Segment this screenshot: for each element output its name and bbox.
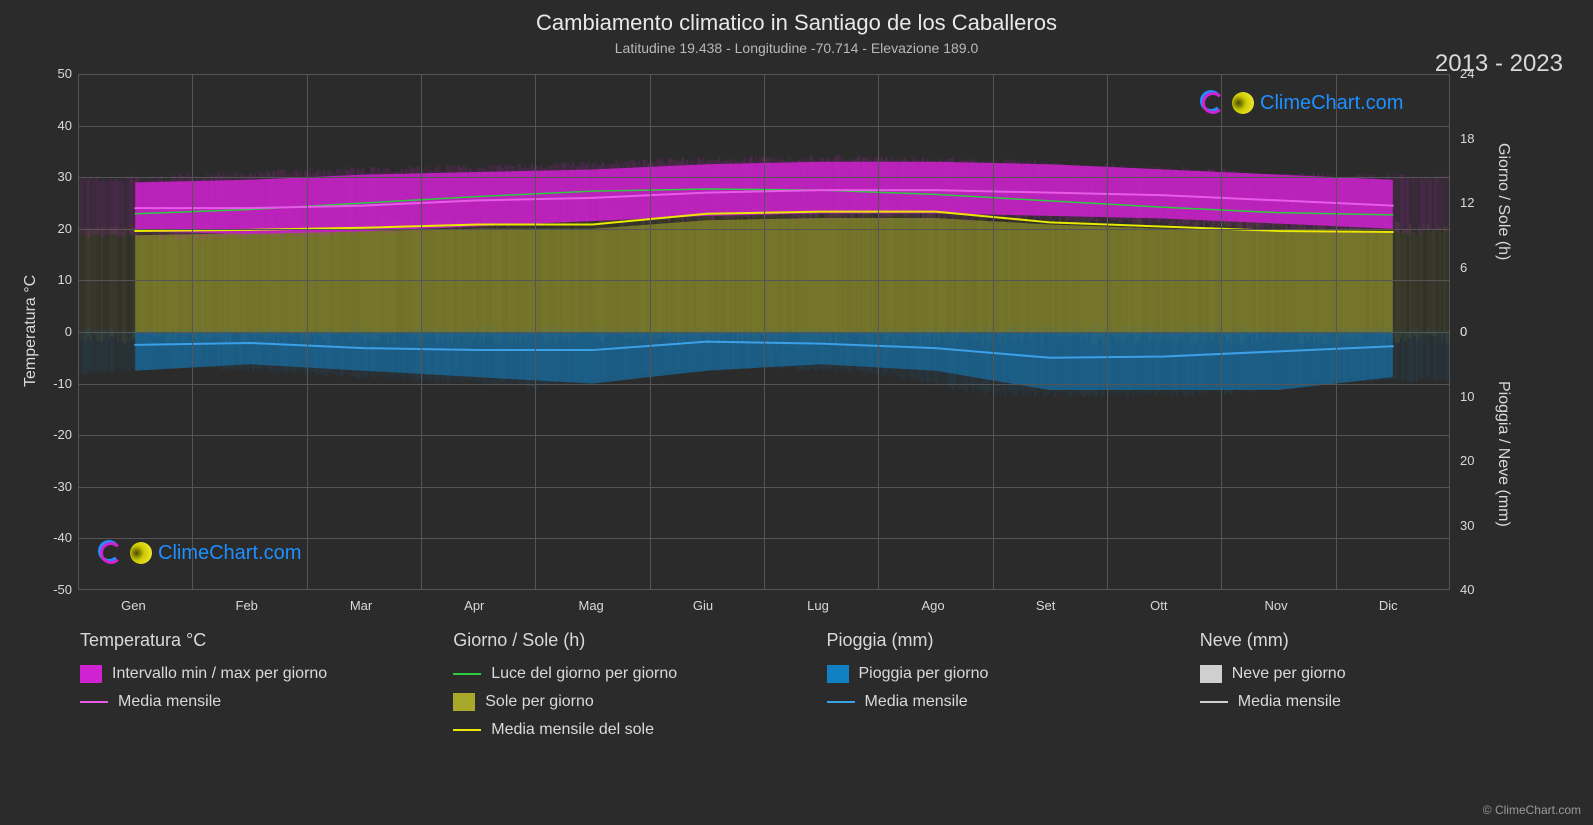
logo-text: ClimeChart.com <box>1260 92 1403 115</box>
x-month-label: Dic <box>1379 598 1398 613</box>
legend-item: Neve per giorno <box>1200 665 1553 683</box>
y-axis-right-bottom-label: Pioggia / Neve (mm) <box>1494 381 1512 527</box>
legend-label: Media mensile del sole <box>491 721 654 739</box>
y-axis-right-top-label: Giorno / Sole (h) <box>1494 143 1512 260</box>
y-right-bottom-tick: 0 <box>1460 324 1467 339</box>
legend-column: Giorno / Sole (h) Luce del giorno per gio… <box>453 630 806 749</box>
plot-area <box>78 74 1450 590</box>
legend-item: Media mensile <box>827 693 1180 711</box>
x-month-label: Mag <box>579 598 604 613</box>
y-right-bottom-tick: 10 <box>1460 389 1474 404</box>
chart-subtitle: Latitudine 19.438 - Longitudine -70.714 … <box>0 40 1593 56</box>
logo-sun-icon <box>130 542 152 564</box>
logo-sun-icon <box>1232 92 1254 114</box>
legend-label: Media mensile <box>865 693 968 711</box>
legend-line-swatch <box>80 701 108 703</box>
legend-line-swatch <box>827 701 855 703</box>
y-left-tick: 30 <box>58 169 72 184</box>
legend-item: Luce del giorno per giorno <box>453 665 806 683</box>
legend-box-swatch <box>827 665 849 683</box>
x-month-label: Gen <box>121 598 146 613</box>
legend-line-swatch <box>1200 701 1228 703</box>
legend-box-swatch <box>80 665 102 683</box>
legend-label: Sole per giorno <box>485 693 594 711</box>
y-right-top-tick: 18 <box>1460 131 1474 146</box>
y-left-tick: -40 <box>53 530 72 545</box>
legend-label: Neve per giorno <box>1232 665 1346 683</box>
legend-item: Intervallo min / max per giorno <box>80 665 433 683</box>
y-right-bottom-tick: 30 <box>1460 518 1474 533</box>
y-left-tick: -20 <box>53 427 72 442</box>
x-month-label: Mar <box>350 598 372 613</box>
logo-c-icon <box>1200 90 1226 116</box>
x-month-label: Ott <box>1150 598 1167 613</box>
x-month-label: Giu <box>693 598 713 613</box>
x-month-label: Apr <box>464 598 484 613</box>
legend-box-swatch <box>453 693 475 711</box>
legend-header: Pioggia (mm) <box>827 630 1180 651</box>
y-right-bottom-tick: 40 <box>1460 582 1474 597</box>
y-left-tick: 20 <box>58 221 72 236</box>
climechart-logo: ClimeChart.com <box>98 540 301 566</box>
legend-column: Neve (mm) Neve per giorno Media mensile <box>1200 630 1553 749</box>
legend-line-swatch <box>453 673 481 675</box>
climechart-logo: ClimeChart.com <box>1200 90 1403 116</box>
year-range: 2013 - 2023 <box>1435 50 1563 78</box>
y-left-tick: 10 <box>58 272 72 287</box>
y-axis-left-label: Temperatura °C <box>22 275 40 387</box>
legend-column: Pioggia (mm) Pioggia per giorno Media mens… <box>827 630 1180 749</box>
legend-header: Giorno / Sole (h) <box>453 630 806 651</box>
legend-header: Neve (mm) <box>1200 630 1553 651</box>
legend-item: Media mensile <box>80 693 433 711</box>
legend-header: Temperatura °C <box>80 630 433 651</box>
logo-c-icon <box>98 540 124 566</box>
logo-text: ClimeChart.com <box>158 542 301 565</box>
chart-title: Cambiamento climatico in Santiago de los… <box>0 0 1593 36</box>
legend-line-swatch <box>453 729 481 731</box>
legend-column: Temperatura °C Intervallo min / max per g… <box>80 630 433 749</box>
x-month-label: Nov <box>1265 598 1288 613</box>
y-right-top-tick: 6 <box>1460 260 1467 275</box>
chart-container: Cambiamento climatico in Santiago de los… <box>0 0 1593 825</box>
y-left-tick: -30 <box>53 479 72 494</box>
x-month-label: Set <box>1036 598 1056 613</box>
legend-label: Pioggia per giorno <box>859 665 989 683</box>
x-month-label: Ago <box>922 598 945 613</box>
legend-item: Media mensile del sole <box>453 721 806 739</box>
y-left-tick: 40 <box>58 118 72 133</box>
y-right-top-tick: 24 <box>1460 66 1474 81</box>
legend-label: Media mensile <box>118 693 221 711</box>
copyright: © ClimeChart.com <box>1483 803 1581 817</box>
legend-item: Media mensile <box>1200 693 1553 711</box>
y-left-tick: -50 <box>53 582 72 597</box>
legend-item: Sole per giorno <box>453 693 806 711</box>
y-left-tick: 50 <box>58 66 72 81</box>
y-left-tick: -10 <box>53 376 72 391</box>
legend-item: Pioggia per giorno <box>827 665 1180 683</box>
legend-label: Intervallo min / max per giorno <box>112 665 327 683</box>
legend-label: Luce del giorno per giorno <box>491 665 677 683</box>
legend: Temperatura °C Intervallo min / max per g… <box>80 630 1553 749</box>
y-right-bottom-tick: 20 <box>1460 453 1474 468</box>
x-month-label: Lug <box>807 598 829 613</box>
y-right-top-tick: 12 <box>1460 195 1474 210</box>
legend-label: Media mensile <box>1238 693 1341 711</box>
legend-box-swatch <box>1200 665 1222 683</box>
x-month-label: Feb <box>236 598 258 613</box>
y-left-tick: 0 <box>65 324 72 339</box>
